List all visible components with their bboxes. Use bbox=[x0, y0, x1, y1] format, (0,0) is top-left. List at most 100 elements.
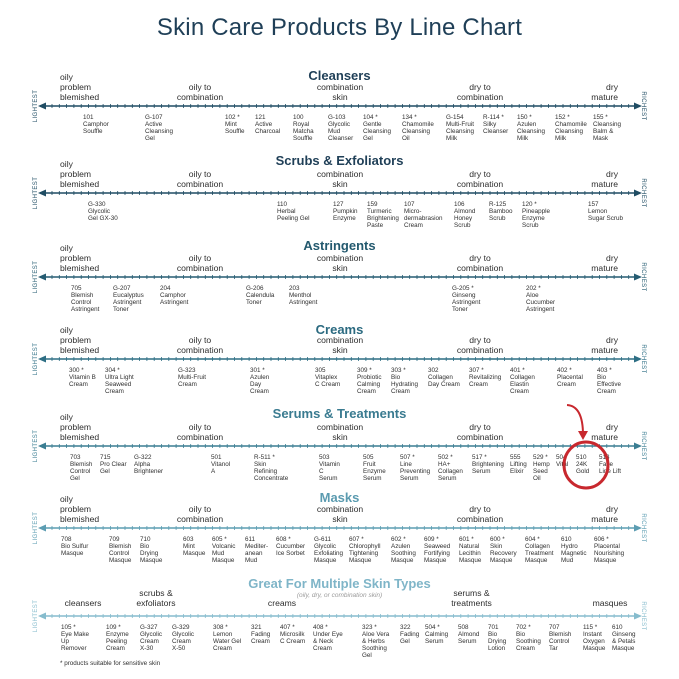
left-arrow-icon bbox=[38, 355, 46, 363]
product-label[interactable]: 408 * Under Eye & Neck Cream bbox=[313, 624, 343, 652]
product-label[interactable]: 601 * Natural Lecithin Masque bbox=[459, 536, 482, 564]
product-label[interactable]: 708 Bio Sulfur Masque bbox=[61, 536, 89, 557]
product-label[interactable]: 610 Hydro Magnetic Mud bbox=[561, 536, 587, 564]
product-label[interactable]: 323 * Aloe Vera & Herbs Soothing Gel bbox=[362, 624, 390, 659]
product-label[interactable]: 152 * Chamomile Cleansing Milk bbox=[555, 114, 587, 142]
product-label[interactable]: 508 Almond Serum bbox=[458, 624, 480, 645]
product-label[interactable]: R-125 Bamboo Scrub bbox=[489, 201, 513, 222]
product-label[interactable]: 715 Pro Clear Gel bbox=[100, 454, 127, 475]
product-label[interactable]: 705 Blemish Control Astringent bbox=[71, 285, 100, 313]
product-label[interactable]: 204 Camphor Astringent bbox=[160, 285, 189, 306]
product-label[interactable]: 609 * Seaweed Fortifying Masque bbox=[424, 536, 451, 564]
product-label[interactable]: G-207 Eucalyptus Astringent Toner bbox=[113, 285, 144, 313]
skin-type-oily: oily problem blemished bbox=[60, 243, 100, 273]
product-label[interactable]: 150 * Azulen Cleansing Milk bbox=[517, 114, 546, 142]
product-label[interactable]: 105 * Eye Make Up Remover bbox=[61, 624, 89, 652]
product-label[interactable]: 110 Herbal Peeling Gel bbox=[277, 201, 310, 222]
product-label[interactable]: 304 * Ultra Light Seaweed Cream bbox=[105, 367, 134, 395]
product-label[interactable]: 302 Collagen Day Cream bbox=[428, 367, 460, 388]
product-label[interactable]: 502 * HA+ Collagen Serum bbox=[438, 454, 463, 482]
product-label[interactable]: 702 * Bio Soothing Cream bbox=[516, 624, 541, 652]
section-title: Scrubs & Exfoliators bbox=[275, 153, 404, 168]
product-label[interactable]: 505 Fruit Enzyme Serum bbox=[363, 454, 386, 482]
product-label[interactable]: 608 * Cucumber Ice Sorbet bbox=[276, 536, 306, 557]
product-label[interactable]: 611 Mediter- anean Mud bbox=[245, 536, 269, 564]
product-label[interactable]: 503 Vitamin C Serum bbox=[319, 454, 340, 482]
product-label[interactable]: 607 * Chlorophyll Tightening Masque bbox=[349, 536, 381, 564]
product-label[interactable]: 155 * Cleansing Balm & Mask bbox=[593, 114, 622, 142]
product-label[interactable]: 307 * Revitalizing Cream bbox=[469, 367, 502, 388]
product-label[interactable]: 100 Royal Matcha Souffle bbox=[293, 114, 314, 142]
right-arrow-icon bbox=[634, 102, 642, 110]
product-label[interactable]: G-611 Glycolic Exfoliating Masque bbox=[314, 536, 344, 564]
product-label[interactable]: 610 Ginseng & Petals Masque bbox=[612, 624, 636, 652]
product-label[interactable]: 604 * Collagen Treatment Masque bbox=[525, 536, 554, 564]
product-label[interactable]: 303 * Bio Hydrating Cream bbox=[391, 367, 418, 395]
skin-type-combo: combination skin bbox=[316, 335, 364, 355]
product-label[interactable]: 504 * Calming Serum bbox=[425, 624, 449, 645]
product-label[interactable]: 104 * Gentle Cleansing Gel bbox=[363, 114, 392, 142]
product-label[interactable]: 600 * Skin Recovery Masque bbox=[490, 536, 517, 564]
product-label[interactable]: 529 * Hemp Seed Oil bbox=[533, 454, 550, 482]
product-label[interactable]: R-114 * Silky Cleanser bbox=[483, 114, 509, 135]
product-label[interactable]: 106 Almond Honey Scrub bbox=[454, 201, 476, 229]
product-label[interactable]: 322 Fading Gel bbox=[400, 624, 420, 645]
product-label[interactable]: G-206 Calendula Toner bbox=[246, 285, 275, 306]
product-label[interactable]: 707 Blemish Control Tar bbox=[549, 624, 572, 652]
product-label[interactable]: 710 Bio Drying Masque bbox=[140, 536, 163, 564]
product-label[interactable]: 701 Bio Drying Lotion bbox=[488, 624, 507, 652]
product-label[interactable]: 127 Pumpkin Enzyme bbox=[333, 201, 358, 222]
product-label[interactable]: G-329 Glycolic Cream X-50 bbox=[172, 624, 195, 652]
product-label[interactable]: 605 * Volcanic Mud Masque bbox=[212, 536, 236, 564]
category-label: scrubs & exfoliators bbox=[136, 588, 176, 608]
product-label[interactable]: G-103 Glycolic Mud Cleanser bbox=[328, 114, 354, 142]
product-label[interactable]: 309 * Probiotic Calming Cream bbox=[357, 367, 382, 395]
product-label[interactable]: 507 * Line Preventing Serum bbox=[400, 454, 431, 482]
product-label[interactable]: 109 * Enzyme Peeling Cream bbox=[106, 624, 129, 652]
product-label[interactable]: 517 * Brightening Serum bbox=[472, 454, 504, 475]
product-label[interactable]: 120 * Pineapple Enzyme Scrub bbox=[522, 201, 551, 229]
product-label[interactable]: 308 * Lemon Water Gel Cream bbox=[213, 624, 242, 652]
product-label[interactable]: 321 Fading Cream bbox=[251, 624, 271, 645]
product-label[interactable]: 401 * Collagen Elastin Cream bbox=[510, 367, 535, 395]
product-label[interactable]: G-107 Active Cleansing Gel bbox=[145, 114, 174, 142]
product-label[interactable]: 602 * Azulen Soothing Masque bbox=[391, 536, 416, 564]
product-label[interactable]: 134 * Chamomile Cleansing Oil bbox=[402, 114, 434, 142]
product-label[interactable]: 300 * Vitamin B Cream bbox=[69, 367, 96, 388]
product-label[interactable]: 159 Turmeric Brightening Paste bbox=[367, 201, 399, 229]
product-label[interactable]: 157 Lemon Sugar Scrub bbox=[588, 201, 624, 222]
product-label[interactable]: 603 Mint Masque bbox=[183, 536, 206, 557]
product-label[interactable]: 107 Micro- dermabrasion Cream bbox=[404, 201, 443, 229]
skin-type-oily: oily problem blemished bbox=[60, 412, 100, 442]
product-label[interactable]: R-511 * Skin Refining Concentrate bbox=[254, 454, 289, 482]
product-label[interactable]: 510 24K Gold bbox=[576, 454, 590, 475]
product-label[interactable]: 709 Blemish Control Masque bbox=[109, 536, 132, 564]
category-label: creams bbox=[267, 598, 297, 608]
left-arrow-icon bbox=[38, 273, 46, 281]
product-label[interactable]: 121 Active Charcoal bbox=[255, 114, 281, 135]
product-label[interactable]: G-322 Alpha Brightener bbox=[134, 454, 164, 475]
product-label[interactable]: 203 Menthol Astringent bbox=[289, 285, 318, 306]
product-label[interactable]: 407 * Microsilk C Cream bbox=[280, 624, 306, 645]
product-label[interactable]: 402 * Placental Cream bbox=[557, 367, 583, 388]
product-label[interactable]: G-205 * Ginseng Astringent Toner bbox=[452, 285, 481, 313]
product-label[interactable]: G-327 Glycolic Cream X-30 bbox=[140, 624, 163, 652]
product-label[interactable]: 305 Vitaplex C Cream bbox=[315, 367, 341, 388]
product-label[interactable]: 102 * Mint Souffle bbox=[225, 114, 245, 135]
product-label[interactable]: G-323 Multi-Fruit Cream bbox=[178, 367, 206, 388]
product-label[interactable]: 101 Camphor Souffle bbox=[83, 114, 109, 135]
left-arrow-icon bbox=[38, 612, 46, 620]
product-label[interactable]: 115 * Instant Oxygen Masque bbox=[583, 624, 606, 652]
product-label[interactable]: 301 * Azulen Day Cream bbox=[250, 367, 270, 395]
product-label[interactable]: 403 * Bio Effective Cream bbox=[597, 367, 622, 395]
product-label[interactable]: 202 * Aloe Cucumber Astringent bbox=[526, 285, 556, 313]
product-label[interactable]: 555 Lifting Elixir bbox=[510, 454, 527, 475]
product-label[interactable]: 501 Vitanol A bbox=[211, 454, 231, 475]
product-label[interactable]: 606 * Placental Nourishing Masque bbox=[594, 536, 625, 564]
product-label[interactable]: G-330 Glycolic Gel GX-30 bbox=[88, 201, 118, 222]
product-label[interactable]: 703 Blemish Control Gel bbox=[70, 454, 93, 482]
skin-type-dry-combo: dry to combination bbox=[456, 169, 504, 189]
product-label[interactable]: 513 Face Line Lift bbox=[599, 454, 622, 475]
product-label[interactable]: G-154 Multi-Fruit Cleansing Milk bbox=[446, 114, 475, 142]
product-label[interactable]: 504 Vital bbox=[556, 454, 569, 468]
